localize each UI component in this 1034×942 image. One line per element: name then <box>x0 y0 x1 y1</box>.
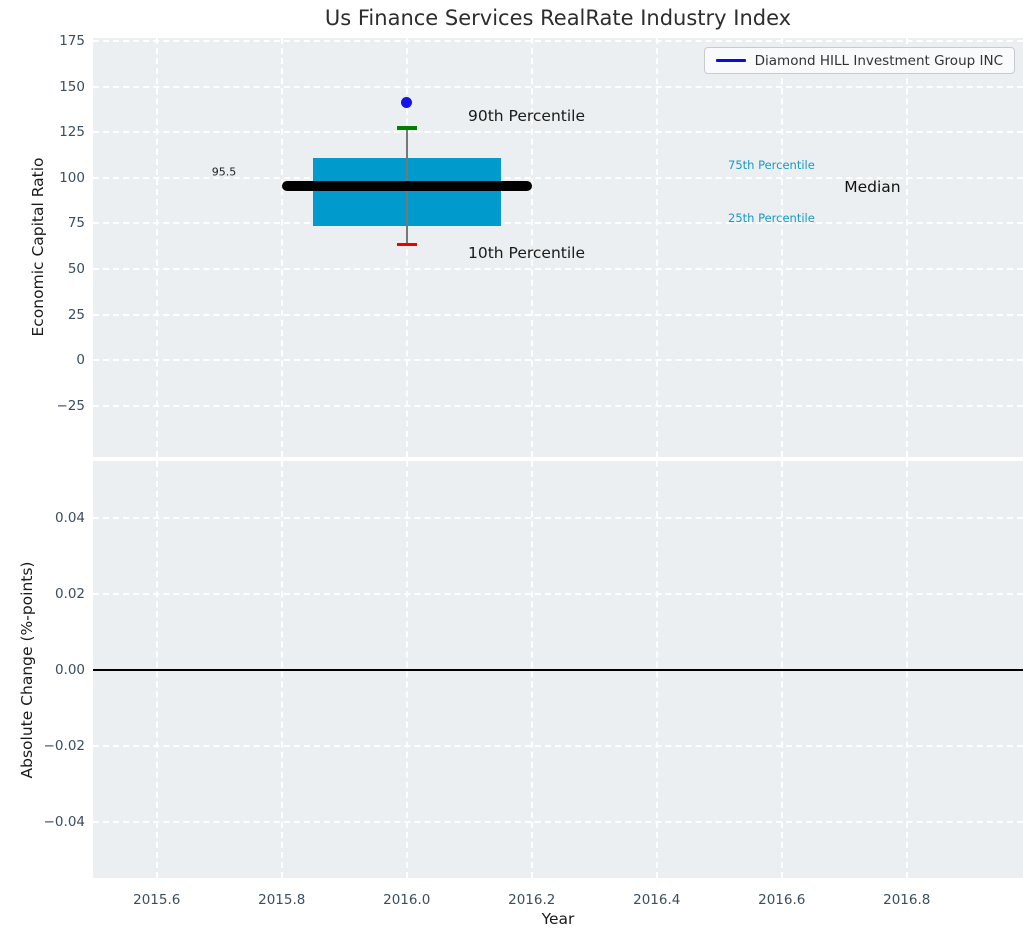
gridline-vertical <box>405 38 408 457</box>
y-tick-label: −0.04 <box>43 814 85 831</box>
plot-area-1 <box>93 38 1023 457</box>
gridline-vertical <box>530 38 533 457</box>
zero-line <box>93 669 1023 672</box>
y-tick-label: 0 <box>76 352 85 369</box>
y-tick-label: 25 <box>67 306 85 323</box>
x-axis-label: Year <box>541 910 575 928</box>
gridline-horizontal <box>93 313 1023 316</box>
y-tick-label: 75 <box>67 215 85 232</box>
chart-title: Us Finance Services RealRate Industry In… <box>324 6 792 30</box>
gridline-horizontal <box>93 176 1023 179</box>
legend-line-icon <box>715 59 746 62</box>
annotation-75th-percentile: 75th Percentile <box>728 158 815 172</box>
gridline-vertical <box>905 38 908 457</box>
y-tick-label: 175 <box>59 32 85 49</box>
gridline-horizontal <box>93 404 1023 407</box>
gridline-horizontal <box>93 131 1023 134</box>
y-tick-label: 0.02 <box>54 586 85 603</box>
x-tick-label: 2016.8 <box>883 892 931 908</box>
legend-label: Diamond HILL Investment Group INC <box>754 52 1003 69</box>
p90-whisker-cap <box>396 126 417 130</box>
gridline-horizontal <box>93 821 1023 824</box>
x-tick-label: 2015.8 <box>258 892 306 908</box>
y-tick-label: 50 <box>67 261 85 278</box>
gridline-vertical <box>655 38 658 457</box>
annotation-25th-percentile: 25th Percentile <box>728 210 815 225</box>
gridline-horizontal <box>93 268 1023 271</box>
legend: Diamond HILL Investment Group INC <box>703 47 1015 74</box>
x-tick-label: 2016.6 <box>758 892 806 908</box>
gridline-horizontal <box>93 745 1023 748</box>
gridline-horizontal <box>93 85 1023 88</box>
gridline-horizontal <box>93 593 1023 596</box>
gridline-horizontal <box>93 517 1023 520</box>
y-tick-label: 0.04 <box>54 510 85 527</box>
y-tick-label: 150 <box>59 78 85 95</box>
gridline-horizontal <box>93 222 1023 225</box>
x-tick-label: 2015.6 <box>133 892 181 908</box>
p10-whisker-cap <box>396 242 417 247</box>
y-tick-label: −25 <box>56 397 86 414</box>
gridline-vertical <box>780 38 783 457</box>
annotation-95.5: 95.5 <box>211 165 237 179</box>
x-tick-label: 2016.0 <box>383 892 431 908</box>
gridline-horizontal <box>93 39 1023 42</box>
median-line <box>281 181 532 191</box>
x-tick-label: 2016.4 <box>633 892 681 908</box>
y-tick-label: 0.00 <box>54 662 85 679</box>
annotation-90th-percentile: 90th Percentile <box>468 106 586 125</box>
y-tick-label: −0.02 <box>43 738 85 755</box>
annotation-10th-percentile: 10th Percentile <box>468 243 586 262</box>
y-tick-label: 125 <box>59 124 85 141</box>
annotation-median: Median <box>844 177 901 196</box>
y-tick-label: 100 <box>59 169 85 186</box>
company-value-marker <box>401 96 413 108</box>
gridline-horizontal <box>93 359 1023 362</box>
gridline-vertical <box>155 38 158 457</box>
gridline-vertical <box>280 38 283 457</box>
x-tick-label: 2016.2 <box>508 892 556 908</box>
